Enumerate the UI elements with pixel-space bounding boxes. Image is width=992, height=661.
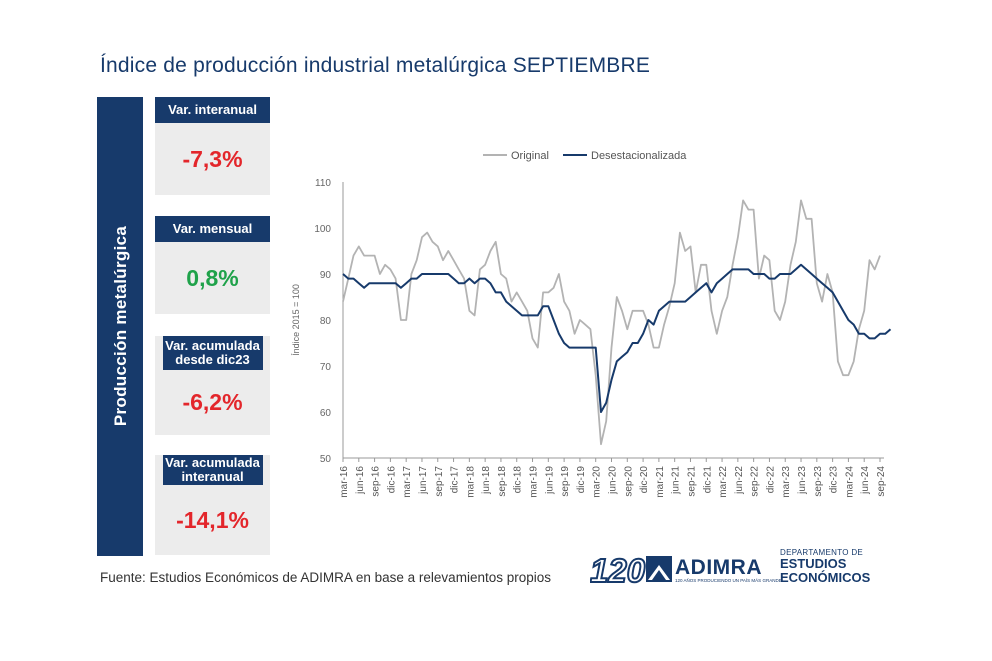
card-value: -7,3% xyxy=(182,145,243,172)
card-interannual: Var. interanual -7,3% xyxy=(155,97,270,195)
anniversary-text: 120 xyxy=(590,553,646,587)
x-tick-label: sep-22 xyxy=(750,466,761,497)
x-tick-label: jun-21 xyxy=(671,466,682,495)
dept-label: DEPARTAMENTO DE xyxy=(780,548,864,557)
card-label: Var. interanual xyxy=(155,97,270,123)
dept-name-line2: ECONÓMICOS xyxy=(780,570,871,585)
x-tick-label: dic-18 xyxy=(513,466,524,494)
card-value: 0,8% xyxy=(186,264,239,291)
x-tick-label: mar-20 xyxy=(592,466,603,498)
x-tick-label: jun-18 xyxy=(481,466,492,495)
series-line-desestacionalizada xyxy=(342,263,892,413)
card-monthly: Var. mensual 0,8% xyxy=(155,216,270,314)
x-tick-label: dic-23 xyxy=(829,466,840,494)
legend-label: Desestacionalizada xyxy=(591,150,687,162)
x-tick-label: sep-16 xyxy=(371,466,382,497)
x-tick-label: dic-19 xyxy=(576,466,587,494)
source-note: Fuente: Estudios Económicos de ADIMRA en… xyxy=(100,570,551,585)
x-tick-label: mar-21 xyxy=(655,466,666,498)
x-tick-label: mar-23 xyxy=(781,466,792,498)
legend-label: Original xyxy=(511,150,549,162)
card-label: Var. mensual xyxy=(155,216,270,242)
card-accum-interannual: Var. acumulada interanual -14,1% xyxy=(155,455,270,555)
x-tick-label: dic-22 xyxy=(765,466,776,494)
x-tick-label: dic-20 xyxy=(639,466,650,494)
x-tick-label: jun-22 xyxy=(734,466,745,495)
x-tick-label: jun-23 xyxy=(797,466,808,495)
x-tick-label: sep-21 xyxy=(686,466,697,497)
y-tick-label: 60 xyxy=(320,408,332,419)
y-tick-label: 80 xyxy=(320,316,332,327)
x-tick-label: mar-22 xyxy=(718,466,729,498)
x-tick-label: mar-19 xyxy=(529,466,540,498)
line-chart: 50 60 70 80 90 100 110 Índice 2015 = 100 mar-16 j… xyxy=(291,150,892,498)
dept-name-line1: ESTUDIOS xyxy=(780,556,847,571)
y-tick-label: 50 xyxy=(320,454,332,465)
x-tick-label: jun-16 xyxy=(355,466,366,495)
x-tick-label: jun-19 xyxy=(544,466,555,495)
x-tick-label: jun-24 xyxy=(860,466,871,495)
x-tick-label: jun-17 xyxy=(418,466,429,495)
y-tick-label: 90 xyxy=(320,270,332,281)
x-tick-label: sep-23 xyxy=(813,466,824,497)
card-value: -6,2% xyxy=(182,389,243,415)
card-accum-dec23: Var. acumulada desde dic23 -6,2% xyxy=(155,336,270,435)
dept-name: ESTUDIOS ECONÓMICOS xyxy=(780,557,870,585)
y-axis-label: Índice 2015 = 100 xyxy=(291,284,301,356)
x-tick-label: jun-20 xyxy=(608,466,619,495)
x-tick-label: mar-18 xyxy=(465,466,476,498)
x-tick-label: sep-24 xyxy=(876,466,887,497)
x-tick-label: sep-19 xyxy=(560,466,571,497)
sidebar-panel xyxy=(97,97,143,556)
x-tick-label: sep-20 xyxy=(623,466,634,497)
x-tick-label: dic-17 xyxy=(450,466,461,494)
y-tick-label: 110 xyxy=(315,178,331,189)
card-label: Var. acumulada interanual xyxy=(162,455,263,485)
card-label: Var. acumulada desde dic23 xyxy=(162,336,263,370)
sidebar-label: Producción metalúrgica xyxy=(111,225,130,427)
x-tick-label: dic-16 xyxy=(386,466,397,494)
y-tick-label: 100 xyxy=(314,224,331,235)
x-tick-label: mar-16 xyxy=(339,466,350,498)
series-line-original xyxy=(342,199,881,446)
x-tick-label: mar-17 xyxy=(402,466,413,498)
page-title: Índice de producción industrial metalúrg… xyxy=(100,54,651,77)
anniversary-120-logo: 120 xyxy=(590,553,672,587)
y-tick-label: 70 xyxy=(320,362,332,373)
x-tick-label: sep-18 xyxy=(497,466,508,497)
x-tick-label: sep-17 xyxy=(434,466,445,497)
card-value: -14,1% xyxy=(176,506,249,533)
x-tick-label: mar-24 xyxy=(844,466,855,498)
adimra-wordmark: ADIMRA xyxy=(675,556,762,579)
x-tick-label: dic-21 xyxy=(702,466,713,494)
adimra-tagline: 120 AÑOS PRODUCIENDO UN PAÍS MÁS GRANDE xyxy=(675,578,782,583)
